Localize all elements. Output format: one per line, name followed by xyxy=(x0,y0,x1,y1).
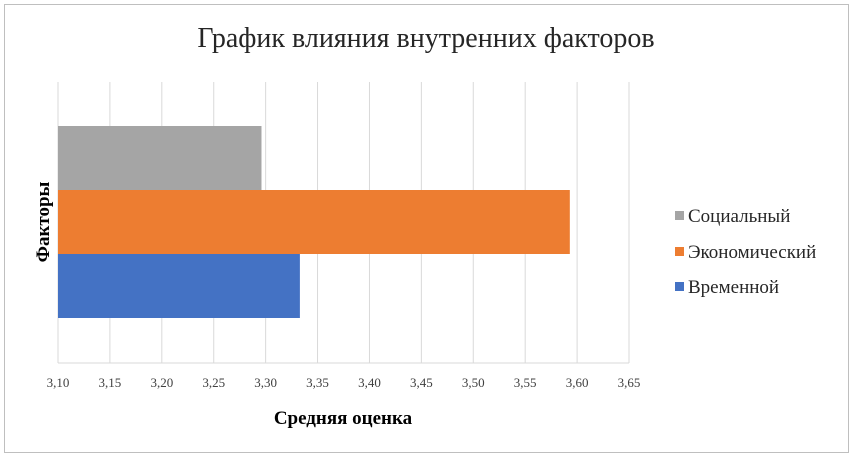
legend-swatch xyxy=(675,211,684,220)
legend-label: Временной xyxy=(688,277,779,298)
legend-label: Социальный xyxy=(688,206,790,227)
bar-socialny xyxy=(58,126,262,190)
chart-title: График влияния внутренних факторов xyxy=(197,23,654,54)
x-tick-label: 3,30 xyxy=(254,375,277,390)
x-tick-label: 3,40 xyxy=(358,375,381,390)
x-tick-label: 3,55 xyxy=(514,375,537,390)
legend: Социальный Экономический Временной xyxy=(675,206,816,298)
x-tick-label: 3,50 xyxy=(462,375,485,390)
x-tick-label: 3,20 xyxy=(150,375,173,390)
legend-swatch xyxy=(675,282,684,291)
bar-vremennoy xyxy=(58,254,300,318)
x-tick-labels: 3,10 3,15 3,20 3,25 3,30 3,35 3,40 3,45 3,50 3,55… xyxy=(47,375,641,390)
bars xyxy=(58,126,570,318)
legend-label: Экономический xyxy=(688,242,816,263)
x-tick-label: 3,25 xyxy=(202,375,225,390)
x-tick-label: 3,60 xyxy=(566,375,589,390)
x-tick-label: 3,35 xyxy=(306,375,329,390)
x-tick-label: 3,65 xyxy=(618,375,641,390)
x-tick-label: 3,45 xyxy=(410,375,433,390)
y-axis-title: Факторы xyxy=(33,181,54,262)
x-axis-title: Средняя оценка xyxy=(274,408,413,429)
x-tick-label: 3,15 xyxy=(99,375,122,390)
legend-swatch xyxy=(675,247,684,256)
bar-ekonomicheskiy xyxy=(58,190,570,254)
x-tick-label: 3,10 xyxy=(47,375,70,390)
